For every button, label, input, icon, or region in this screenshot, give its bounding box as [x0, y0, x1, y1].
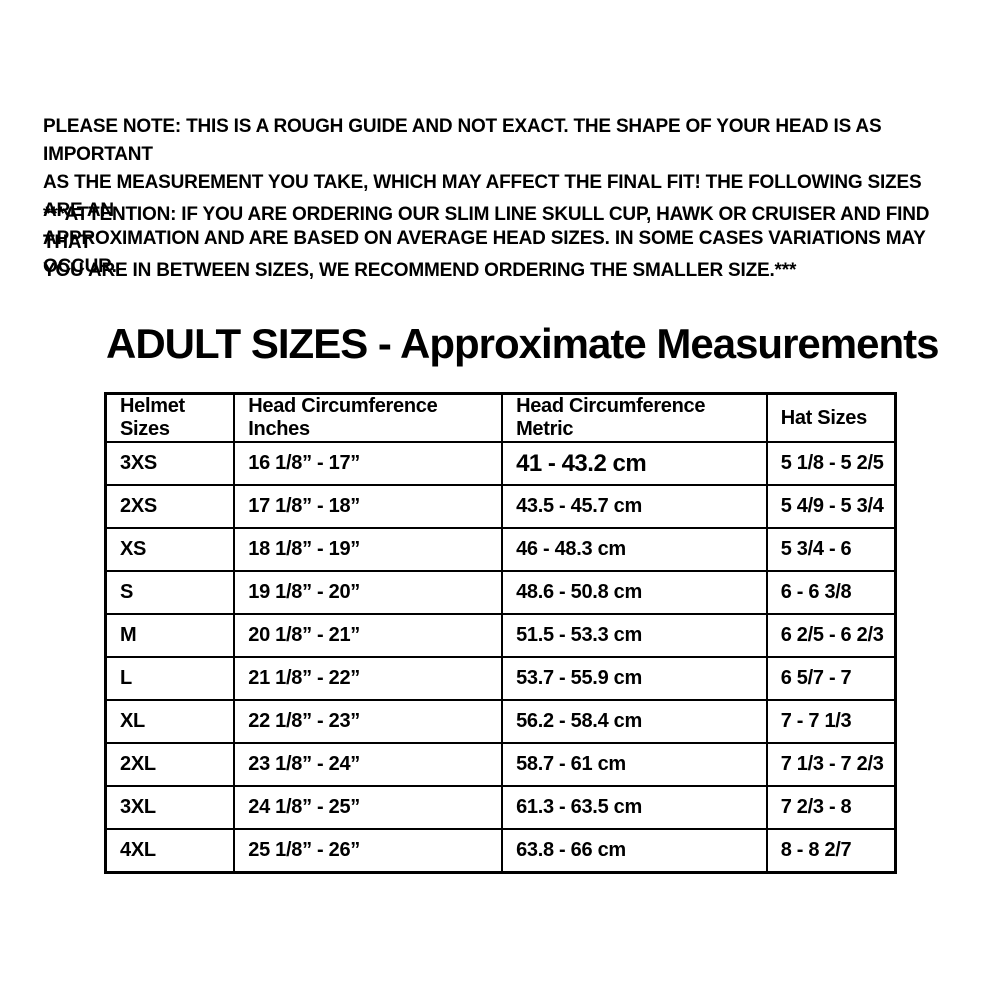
table-row: L 21 1/8” - 22” 53.7 - 55.9 cm 6 5/7 - 7 — [104, 656, 897, 701]
metric-range-cell: 46 - 48.3 cm — [501, 527, 768, 572]
helmet-size-cell: 3XS — [104, 441, 236, 486]
metric-range-cell: 48.6 - 50.8 cm — [501, 570, 768, 615]
table-row: XL 22 1/8” - 23” 56.2 - 58.4 cm 7 - 7 1/3 — [104, 699, 897, 744]
hat-size-range-cell: 5 1/8 - 5 2/5 — [765, 441, 897, 486]
helmet-size-cell: 2XL — [104, 742, 236, 787]
helmet-size-cell: S — [104, 570, 236, 615]
attention-text: ***ATTENTION: IF YOU ARE ORDERING OUR SL… — [43, 204, 930, 281]
helmet-size-cell: XS — [104, 527, 236, 572]
helmet-size-cell: XL — [104, 699, 236, 744]
inches-range-cell: 16 1/8” - 17” — [233, 441, 504, 486]
inches-range-cell: 25 1/8” - 26” — [233, 828, 504, 874]
helmet-size-cell: 4XL — [104, 828, 236, 874]
table-row: XS 18 1/8” - 19” 46 - 48.3 cm 5 3/4 - 6 — [104, 527, 897, 572]
table-row: S 19 1/8” - 20” 48.6 - 50.8 cm 6 - 6 3/8 — [104, 570, 897, 615]
inches-range-cell: 17 1/8” - 18” — [233, 484, 504, 529]
hat-size-range-cell: 5 3/4 - 6 — [765, 527, 897, 572]
hat-size-range-cell: 6 5/7 - 7 — [765, 656, 897, 701]
helmet-size-cell: 2XS — [104, 484, 236, 529]
please-note-text: PLEASE NOTE: THIS IS A ROUGH GUIDE AND N… — [43, 116, 926, 277]
inches-range-cell: 20 1/8” - 21” — [233, 613, 504, 658]
inches-range-cell: 22 1/8” - 23” — [233, 699, 504, 744]
metric-range-cell: 61.3 - 63.5 cm — [501, 785, 768, 830]
helmet-size-cell: L — [104, 656, 236, 701]
inches-range-cell: 23 1/8” - 24” — [233, 742, 504, 787]
metric-range-cell: 43.5 - 45.7 cm — [501, 484, 768, 529]
hat-size-range-cell: 7 1/3 - 7 2/3 — [765, 742, 897, 787]
table-row: 4XL 25 1/8” - 26” 63.8 - 66 cm 8 - 8 2/7 — [104, 828, 897, 874]
hat-size-range-cell: 8 - 8 2/7 — [765, 828, 897, 874]
size-table: Helmet Sizes Head Circumference Inches H… — [104, 392, 897, 874]
inches-range-cell: 18 1/8” - 19” — [233, 527, 504, 572]
inches-range-cell: 24 1/8” - 25” — [233, 785, 504, 830]
hat-size-range-cell: 6 - 6 3/8 — [765, 570, 897, 615]
table-header-row: Helmet Sizes Head Circumference Inches H… — [104, 392, 897, 443]
column-header-helmet-sizes: Helmet Sizes — [104, 392, 236, 443]
column-header-metric: Head Circumference Metric — [501, 392, 768, 443]
helmet-size-cell: 3XL — [104, 785, 236, 830]
metric-range-cell: 58.7 - 61 cm — [501, 742, 768, 787]
table-row: 3XL 24 1/8” - 25” 61.3 - 63.5 cm 7 2/3 - 8 — [104, 785, 897, 830]
metric-range-cell: 56.2 - 58.4 cm — [501, 699, 768, 744]
metric-range-cell: 53.7 - 55.9 cm — [501, 656, 768, 701]
column-header-inches: Head Circumference Inches — [233, 392, 504, 443]
column-header-hat-sizes: Hat Sizes — [765, 392, 897, 443]
hat-size-range-cell: 5 4/9 - 5 3/4 — [765, 484, 897, 529]
page-title: ADULT SIZES - Approximate Measurements — [106, 320, 939, 367]
table-row: 2XL 23 1/8” - 24” 58.7 - 61 cm 7 1/3 - 7 2/… — [104, 742, 897, 787]
metric-range-cell: 63.8 - 66 cm — [501, 828, 768, 874]
inches-range-cell: 19 1/8” - 20” — [233, 570, 504, 615]
hat-size-range-cell: 7 - 7 1/3 — [765, 699, 897, 744]
hat-size-range-cell: 6 2/5 - 6 2/3 — [765, 613, 897, 658]
metric-range-cell: 41 - 43.2 cm — [501, 441, 768, 486]
helmet-size-cell: M — [104, 613, 236, 658]
table-row: 3XS 16 1/8” - 17” 41 - 43.2 cm 5 1/8 - 5 2/… — [104, 441, 897, 486]
hat-size-range-cell: 7 2/3 - 8 — [765, 785, 897, 830]
metric-range-cell: 51.5 - 53.3 cm — [501, 613, 768, 658]
inches-range-cell: 21 1/8” - 22” — [233, 656, 504, 701]
table-row: 2XS 17 1/8” - 18” 43.5 - 45.7 cm 5 4/9 - 5 … — [104, 484, 897, 529]
table-row: M 20 1/8” - 21” 51.5 - 53.3 cm 6 2/5 - 6 2/… — [104, 613, 897, 658]
